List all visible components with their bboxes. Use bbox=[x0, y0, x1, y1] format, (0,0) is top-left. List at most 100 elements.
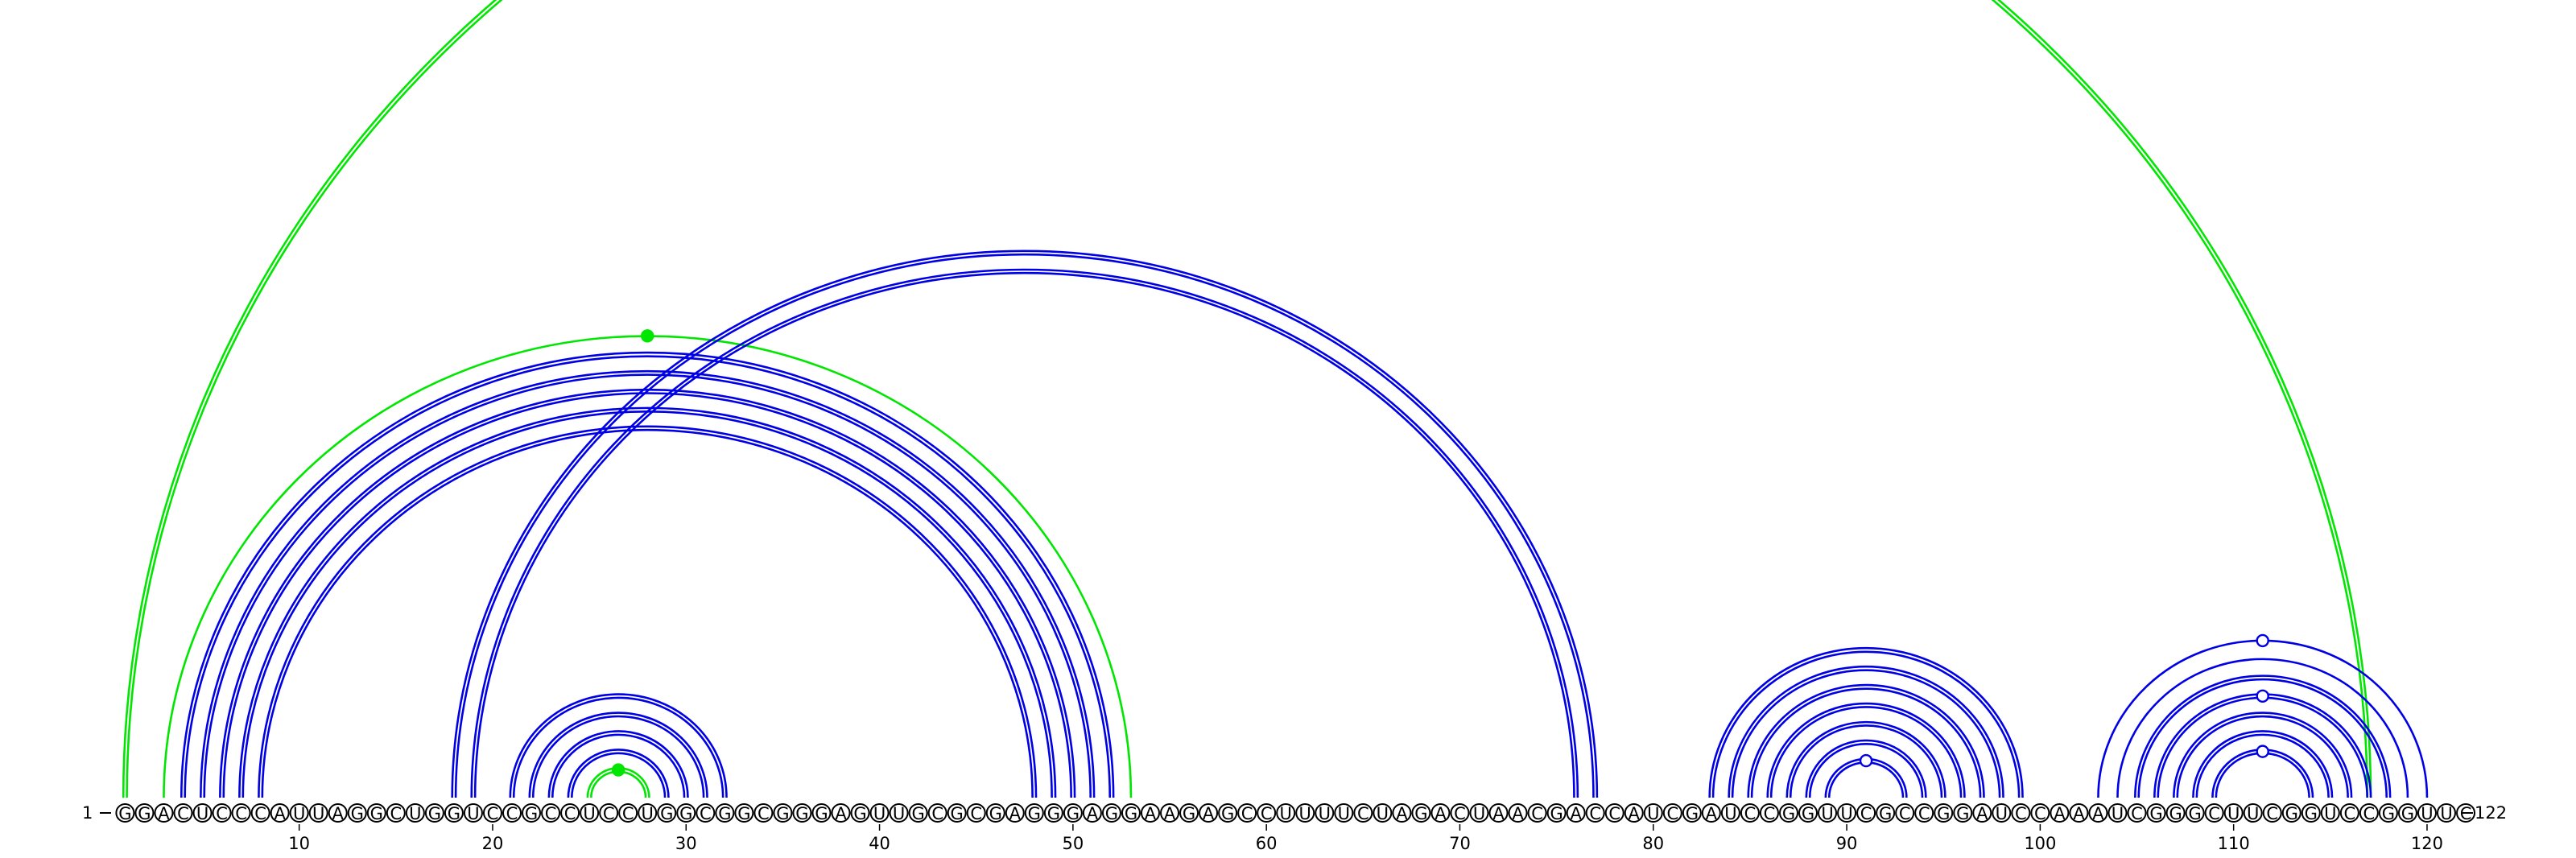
nucleotide-circle bbox=[927, 803, 947, 823]
nucleotide-23: C bbox=[541, 803, 561, 823]
nucleotide-22: G bbox=[522, 803, 542, 823]
nucleotide-12: A bbox=[328, 803, 348, 823]
nucleotide-circle bbox=[328, 803, 348, 823]
nucleotide-5: U bbox=[192, 803, 213, 823]
nucleotide-9: A bbox=[270, 803, 290, 823]
nucleotide-7: C bbox=[231, 803, 251, 823]
arc-23-30-strand-2 bbox=[547, 730, 689, 798]
arc-86-96-strand-2 bbox=[1766, 702, 1966, 798]
arc-24-29-strand-1 bbox=[570, 752, 667, 798]
nucleotide-circle bbox=[1469, 803, 1489, 823]
nucleotide-4: C bbox=[173, 803, 193, 823]
nucleotide-circle bbox=[2030, 803, 2050, 823]
nucleotide-letter: C bbox=[1744, 804, 1757, 823]
nucleotide-circle bbox=[541, 803, 561, 823]
nucleotide-letter: U bbox=[1377, 804, 1389, 823]
nucleotide-letter: G bbox=[351, 804, 364, 823]
nucleotide-letter: U bbox=[1821, 804, 1833, 823]
nucleotide-circle bbox=[212, 803, 232, 823]
nucleotide-letter: G bbox=[718, 804, 731, 823]
tick-label-30: 30 bbox=[675, 834, 697, 853]
nucleotide-letter: G bbox=[951, 804, 964, 823]
arc-85-97-strand-1 bbox=[1750, 687, 1982, 798]
marker-3-53 bbox=[641, 329, 654, 343]
nucleotide-letter: C bbox=[545, 804, 557, 823]
nucleotide-circle bbox=[1237, 803, 1257, 823]
nucleotide-letter: A bbox=[1629, 804, 1641, 823]
nucleotide-circle bbox=[1566, 803, 1586, 823]
nucleotide-letter: A bbox=[2073, 804, 2085, 823]
nucleotide-66: U bbox=[1373, 803, 1393, 823]
nucleotide-circle bbox=[1295, 803, 1315, 823]
nucleotide-11: U bbox=[308, 803, 328, 823]
nucleotide-circle bbox=[2437, 803, 2456, 823]
nucleotide-circle bbox=[1798, 803, 1818, 823]
marker-89-93 bbox=[1859, 753, 1873, 768]
tick-label-110: 110 bbox=[2218, 834, 2250, 853]
nucleotide-circle bbox=[1218, 803, 1238, 823]
nucleotide-letter: G bbox=[1414, 804, 1427, 823]
marker-25-28 bbox=[611, 763, 625, 777]
nucleotide-circle bbox=[1934, 803, 1954, 823]
nucleotide-letter: U bbox=[312, 804, 324, 823]
nucleotide-circle bbox=[638, 803, 658, 823]
arc-83-99-strand-1 bbox=[1711, 650, 2021, 798]
nucleotide-circle bbox=[1392, 803, 1412, 823]
nucleotide-letter: A bbox=[2054, 804, 2066, 823]
nucleotide-circle bbox=[115, 803, 135, 823]
nucleotide-letter: A bbox=[1435, 804, 1447, 823]
nucleotide-6: C bbox=[212, 803, 232, 823]
nucleotide-102: A bbox=[2069, 803, 2089, 823]
nucleotide-53: G bbox=[1121, 803, 1141, 823]
nucleotide-circle bbox=[753, 803, 774, 823]
nucleotide-113: G bbox=[2281, 803, 2301, 823]
arc-87-95-strand-1 bbox=[1789, 724, 1943, 798]
nucleotide-circle bbox=[811, 803, 832, 823]
nucleotide-circle bbox=[2301, 803, 2321, 823]
nucleotide-67: A bbox=[1392, 803, 1412, 823]
nucleotide-circle bbox=[1972, 803, 1992, 823]
nucleotide-109: C bbox=[2204, 803, 2224, 823]
nucleotide-1: G bbox=[115, 803, 135, 823]
nucleotide-circle bbox=[270, 803, 290, 823]
nucleotide-circle bbox=[154, 803, 174, 823]
nucleotide-63: U bbox=[1315, 803, 1335, 823]
nucleotide-circle bbox=[908, 803, 928, 823]
nucleotide-letter: U bbox=[2440, 804, 2452, 823]
nucleotide-118: G bbox=[2378, 803, 2398, 823]
nucleotide-circle bbox=[386, 803, 406, 823]
nucleotide-letter: G bbox=[2305, 804, 2318, 823]
nucleotide-letter: A bbox=[274, 804, 286, 823]
nucleotide-letter: C bbox=[1589, 804, 1601, 823]
nucleotide-circle bbox=[366, 803, 386, 823]
nucleotide-58: G bbox=[1218, 803, 1238, 823]
tick-label-70: 70 bbox=[1449, 834, 1471, 853]
marker-109-114 bbox=[2256, 745, 2269, 758]
nucleotide-letter: G bbox=[1105, 804, 1118, 823]
nucleotide-circle bbox=[1430, 803, 1451, 823]
nucleotide-letter: G bbox=[911, 804, 924, 823]
arc-4-52-strand-1 bbox=[184, 355, 1112, 798]
nucleotide-circle bbox=[2359, 803, 2379, 823]
nucleotide-letter: U bbox=[1338, 804, 1350, 823]
tick-label-20: 20 bbox=[482, 834, 504, 853]
nucleotide-circle bbox=[2223, 803, 2244, 823]
nucleotide-circle bbox=[657, 803, 677, 823]
nucleotide-87: G bbox=[1778, 803, 1798, 823]
nucleotide-31: C bbox=[696, 803, 716, 823]
arc-21-32-strand-1 bbox=[512, 696, 724, 798]
nucleotide-circle bbox=[2069, 803, 2089, 823]
nucleotide-circle bbox=[947, 803, 967, 823]
nucleotide-letter: G bbox=[2169, 804, 2182, 823]
arc-6-50-strand-1 bbox=[222, 392, 1072, 798]
nucleotide-circle bbox=[1759, 803, 1779, 823]
nucleotide-16: U bbox=[405, 803, 425, 823]
nucleotide-circle bbox=[1546, 803, 1567, 823]
nucleotide-circle bbox=[1082, 803, 1102, 823]
nucleotide-letter: C bbox=[1261, 804, 1273, 823]
nucleotide-circle bbox=[2204, 803, 2224, 823]
arc-108-115-strand-1 bbox=[2195, 733, 2330, 798]
nucleotide-8: C bbox=[250, 803, 270, 823]
nucleotide-17: G bbox=[424, 803, 444, 823]
